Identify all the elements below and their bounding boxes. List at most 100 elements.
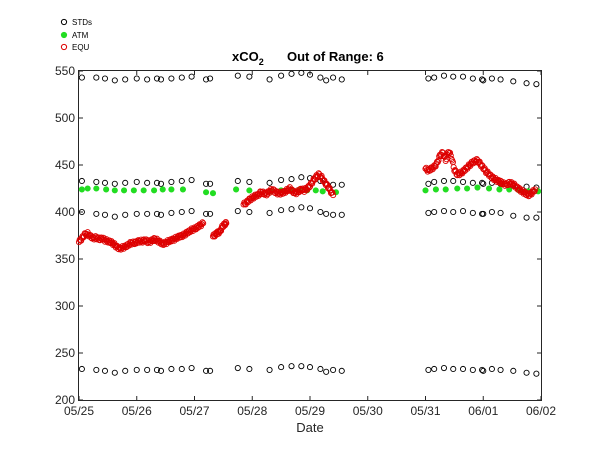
stds-point bbox=[298, 174, 305, 181]
atm-point bbox=[454, 185, 461, 192]
stds-point bbox=[480, 367, 487, 374]
equ-point bbox=[329, 189, 336, 196]
y-tick-label: 350 bbox=[55, 252, 75, 266]
stds-point bbox=[298, 363, 305, 370]
y-tick-label: 500 bbox=[55, 111, 75, 125]
stds-point bbox=[459, 208, 467, 215]
y-tick-label: 550 bbox=[55, 64, 75, 78]
stds-point bbox=[469, 75, 476, 82]
stds-point bbox=[338, 76, 345, 83]
stds-point bbox=[111, 213, 118, 220]
stds-point bbox=[288, 176, 295, 183]
stds-point bbox=[101, 179, 109, 186]
y-tick-label: 250 bbox=[55, 346, 75, 360]
stds-point bbox=[202, 367, 210, 374]
stds-point bbox=[459, 365, 467, 373]
stds-point bbox=[144, 76, 151, 83]
out-of-range-annotation: Out of Range: 6 bbox=[287, 49, 384, 64]
chart-title: xCO2 bbox=[232, 49, 264, 67]
stds-point bbox=[93, 74, 100, 81]
stds-point bbox=[168, 75, 175, 82]
stds-point bbox=[431, 178, 438, 185]
y-tick-label: 300 bbox=[55, 299, 75, 313]
atm-point bbox=[140, 187, 147, 194]
atm-point bbox=[422, 187, 429, 194]
stds-point bbox=[479, 179, 486, 186]
stds-point bbox=[488, 208, 495, 216]
x-tick-label: 05/31 bbox=[410, 404, 440, 418]
stds-point bbox=[306, 205, 314, 212]
x-tick-label: 05/25 bbox=[64, 404, 94, 418]
stds-point bbox=[111, 77, 118, 84]
stds-point bbox=[266, 76, 273, 83]
stds-point bbox=[178, 365, 185, 373]
stds-point bbox=[278, 364, 285, 371]
x-tick-label: 05/27 bbox=[179, 404, 209, 418]
stds-point bbox=[431, 74, 438, 81]
legend: STDs ATM EQU bbox=[60, 18, 92, 52]
stds-point bbox=[122, 76, 129, 83]
stds-point bbox=[246, 365, 253, 373]
legend-marker-equ bbox=[60, 43, 68, 51]
atm-point bbox=[474, 184, 481, 191]
stds-point bbox=[338, 211, 345, 218]
stds-point bbox=[450, 73, 457, 80]
equ-point bbox=[446, 149, 454, 156]
atm-point bbox=[111, 187, 118, 194]
equ-point bbox=[222, 221, 229, 228]
stds-point bbox=[234, 177, 241, 185]
atm-point bbox=[168, 186, 175, 193]
atm-point bbox=[233, 186, 240, 193]
atm-point bbox=[78, 186, 85, 193]
stds-point bbox=[234, 72, 241, 79]
stds-point bbox=[440, 72, 448, 79]
stds-point bbox=[330, 366, 337, 373]
atm-point bbox=[151, 187, 158, 194]
stds-point bbox=[157, 367, 165, 374]
stds-point bbox=[533, 370, 540, 377]
equ-point bbox=[323, 180, 330, 187]
stds-point bbox=[480, 210, 487, 217]
stds-point bbox=[317, 365, 324, 373]
y-tick-label: 400 bbox=[55, 205, 75, 219]
atm-point bbox=[84, 185, 91, 192]
stds-point bbox=[523, 214, 530, 221]
stds-point bbox=[78, 74, 85, 81]
atm-point bbox=[496, 186, 503, 193]
stds-point bbox=[93, 210, 100, 217]
stds-point bbox=[101, 75, 109, 82]
stds-point bbox=[93, 178, 100, 185]
stds-point bbox=[288, 70, 295, 77]
stds-point bbox=[459, 73, 467, 80]
stds-point bbox=[168, 178, 175, 185]
stds-point bbox=[480, 180, 487, 187]
stds-point bbox=[188, 364, 195, 372]
stds-point bbox=[533, 81, 540, 88]
y-tick-label: 450 bbox=[55, 158, 75, 172]
stds-point bbox=[298, 204, 305, 211]
stds-point bbox=[440, 177, 448, 185]
stds-point bbox=[469, 366, 476, 373]
stds-point bbox=[278, 72, 285, 79]
stds-point bbox=[523, 369, 530, 376]
axis-ticks: 05/25 05/26 05/27 05/28 05/29 05/30 05/31 06/01… bbox=[55, 64, 556, 418]
stds-point bbox=[450, 208, 457, 216]
stds-point bbox=[246, 178, 253, 185]
stds-point bbox=[78, 208, 85, 216]
equ-point bbox=[199, 219, 206, 226]
atm-point bbox=[159, 186, 166, 193]
stds-point bbox=[153, 75, 161, 82]
stds-point bbox=[510, 212, 517, 219]
stds-point bbox=[278, 207, 285, 214]
plot-area-frame bbox=[78, 70, 542, 401]
stds-point bbox=[440, 208, 448, 215]
stds-point bbox=[431, 208, 438, 216]
atm-point bbox=[93, 185, 100, 192]
stds-point bbox=[111, 180, 118, 187]
stds-point bbox=[306, 71, 314, 78]
atm-point bbox=[209, 190, 217, 197]
stds-point bbox=[101, 211, 109, 218]
stds-point bbox=[78, 177, 85, 185]
stds-point bbox=[425, 366, 432, 373]
